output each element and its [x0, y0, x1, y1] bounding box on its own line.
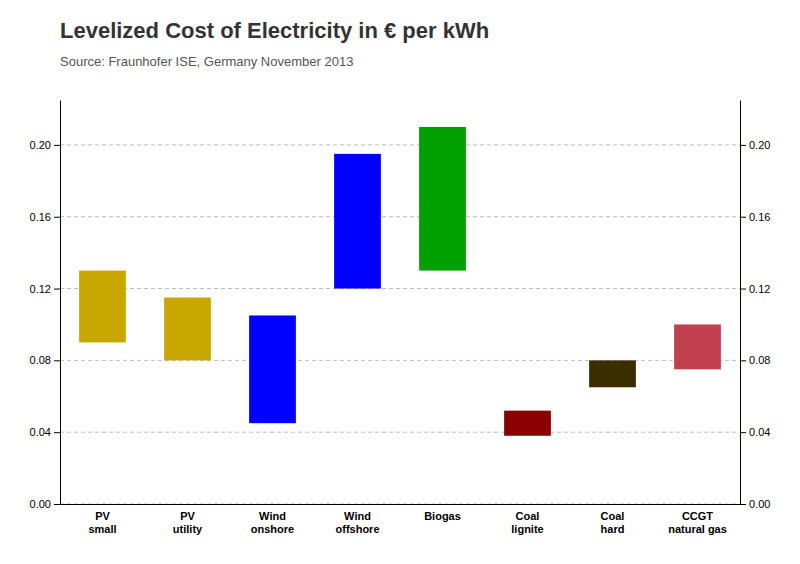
subtitle: Source: Fraunhofer ISE, Germany November…	[60, 54, 353, 69]
tick-label-line: Coal	[601, 510, 625, 522]
tick-label-line: Biogas	[424, 510, 461, 522]
tick: 0.00	[30, 498, 60, 510]
chart-container: Levelized Cost of Electricity in € per k…	[0, 0, 800, 564]
tick-label: Coalhard	[601, 510, 625, 535]
tick-label-line: offshore	[336, 523, 380, 535]
bar	[589, 360, 636, 387]
tick-mark	[54, 289, 60, 290]
axis-line	[60, 101, 61, 505]
title: Levelized Cost of Electricity in € per k…	[60, 18, 489, 43]
bar	[504, 411, 551, 436]
tick-label: 0.20	[749, 139, 770, 151]
bar	[249, 315, 296, 423]
tick-label: 0.12	[749, 283, 770, 295]
grid-line	[60, 288, 740, 289]
tick-label: 0.04	[30, 426, 51, 438]
tick-mark	[54, 504, 60, 505]
tick-label-line: CCGT	[682, 510, 713, 522]
bars	[79, 127, 721, 436]
tick: 0.00	[740, 498, 770, 510]
grid-line	[60, 504, 740, 505]
tick-label-line: natural gas	[668, 523, 727, 535]
x-axis: PVsmallPVutilityWindonshoreWindoffshoreB…	[61, 505, 741, 536]
axis-line	[740, 101, 741, 505]
tick-label: PVutility	[173, 510, 203, 535]
tick-label-line: Wind	[344, 510, 371, 522]
tick: 0.20	[30, 139, 60, 151]
tick-mark	[740, 504, 746, 505]
tick: Biogas	[424, 510, 461, 522]
y-axis: 0.00 0.04 0.08 0.12 0.16 0.20	[30, 101, 61, 511]
tick-mark	[740, 432, 746, 433]
tick: Coalhard	[601, 510, 625, 535]
tick: 0.16	[30, 211, 60, 223]
tick-label: PVsmall	[88, 510, 116, 535]
tick-label-line: small	[88, 523, 116, 535]
tick-mark	[54, 360, 60, 361]
y2-axis: 0.00 0.04 0.08 0.12 0.16 0.20	[740, 101, 770, 511]
tick-label-line: onshore	[251, 523, 294, 535]
grid-line	[60, 144, 740, 145]
tick-mark	[740, 360, 746, 361]
tick-label: 0.20	[30, 139, 51, 151]
tick-label: 0.00	[749, 498, 770, 510]
tick-mark	[740, 217, 746, 218]
grid	[60, 145, 740, 504]
chart: Levelized Cost of Electricity in € per k…	[0, 0, 800, 564]
tick: Windoffshore	[336, 510, 380, 535]
tick: Coallignite	[511, 510, 543, 535]
axis-line	[61, 504, 741, 505]
tick: 0.08	[740, 354, 770, 366]
grid-line	[60, 216, 740, 217]
tick: 0.08	[30, 354, 60, 366]
tick: 0.20	[740, 139, 770, 151]
grid-line	[60, 432, 740, 433]
tick-mark	[740, 145, 746, 146]
bar	[79, 271, 126, 343]
tick-label-line: PV	[180, 510, 195, 522]
tick-mark	[740, 289, 746, 290]
tick-label: 0.04	[749, 426, 770, 438]
tick-label-line: lignite	[511, 523, 543, 535]
tick: 0.12	[740, 283, 770, 295]
tick: 0.04	[30, 426, 60, 438]
tick-label-line: Coal	[516, 510, 540, 522]
tick-label: Coallignite	[511, 510, 543, 535]
tick: 0.12	[30, 283, 60, 295]
tick-label: 0.16	[749, 211, 770, 223]
tick-label-line: Wind	[259, 510, 286, 522]
tick: PVutility	[173, 510, 203, 535]
tick-label: 0.00	[30, 498, 51, 510]
tick-mark	[54, 432, 60, 433]
tick-label-line: PV	[95, 510, 110, 522]
plot: 0.00 0.04 0.08 0.12 0.16 0.20 0.00 0.04 0.08 0.12…	[30, 101, 771, 536]
tick-label-line: utility	[173, 523, 203, 535]
tick: PVsmall	[88, 510, 116, 535]
tick-label: CCGTnatural gas	[668, 510, 727, 535]
tick-label: Biogas	[424, 510, 461, 522]
bar	[674, 324, 721, 369]
tick: 0.16	[740, 211, 770, 223]
tick-label: 0.08	[749, 354, 770, 366]
tick-label: 0.12	[30, 283, 51, 295]
tick-label: 0.16	[30, 211, 51, 223]
bar	[334, 154, 381, 289]
tick-label: Windoffshore	[336, 510, 380, 535]
bar	[419, 127, 466, 271]
tick-mark	[54, 145, 60, 146]
grid-line	[60, 360, 740, 361]
tick-label: 0.08	[30, 354, 51, 366]
tick: 0.04	[740, 426, 770, 438]
tick: CCGTnatural gas	[668, 510, 727, 535]
bar	[164, 298, 211, 361]
tick-label: Windonshore	[251, 510, 294, 535]
tick: Windonshore	[251, 510, 294, 535]
tick-label-line: hard	[601, 523, 625, 535]
tick-mark	[54, 217, 60, 218]
